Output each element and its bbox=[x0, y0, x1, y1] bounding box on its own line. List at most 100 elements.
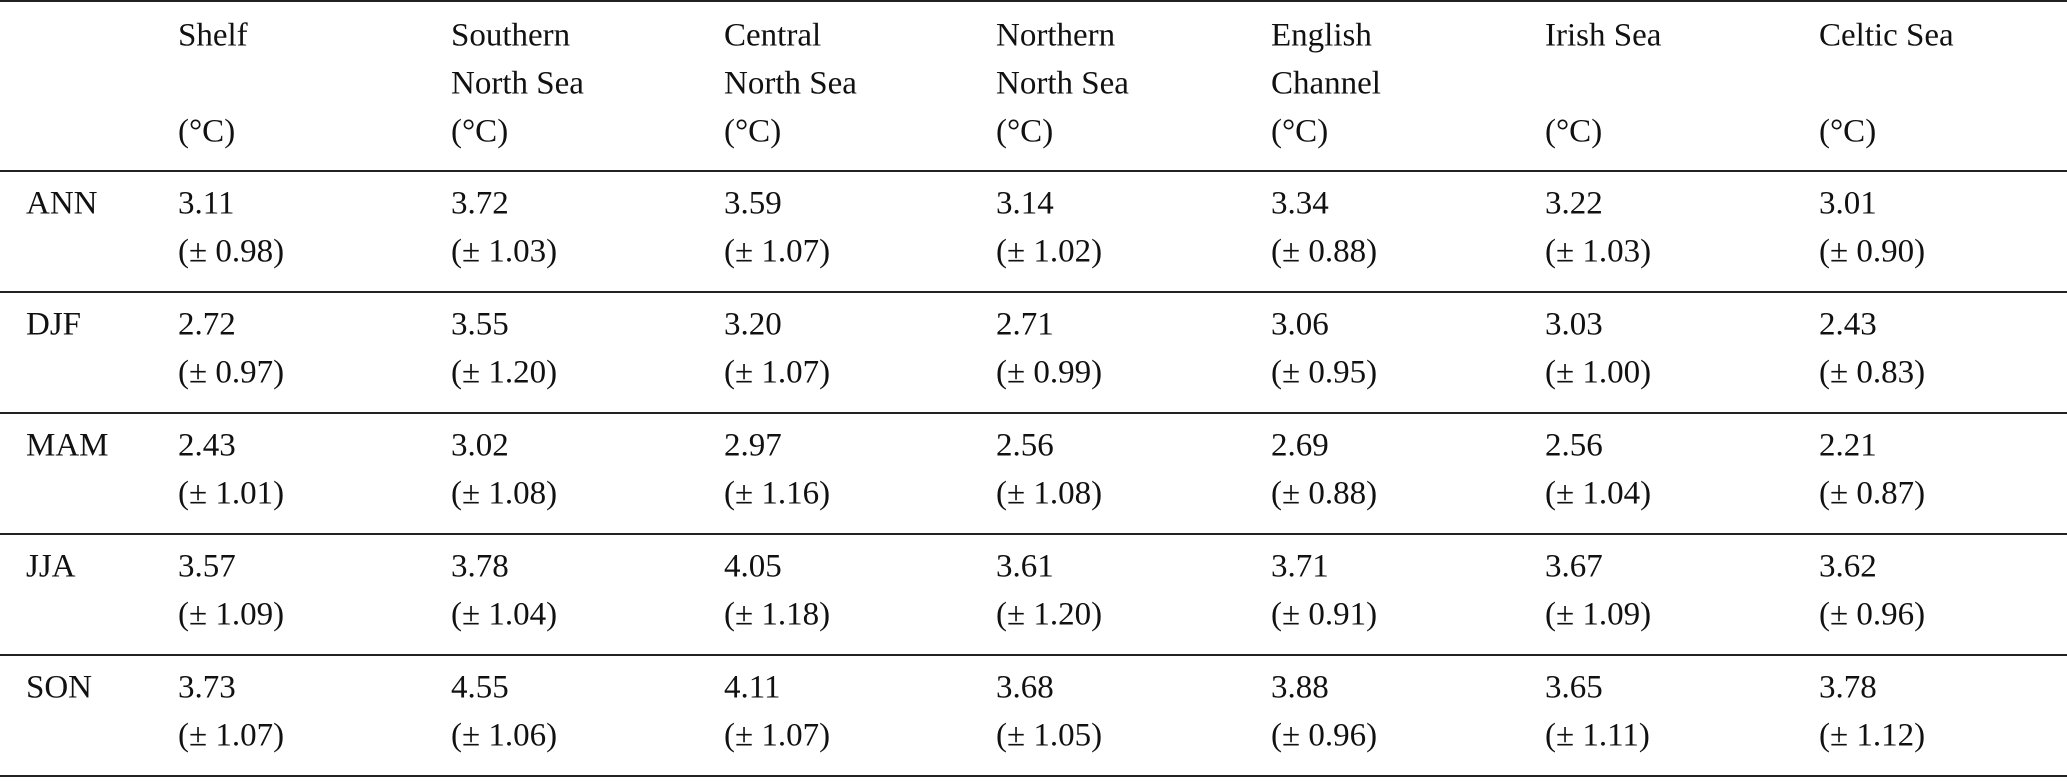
cell-value: 3.78 bbox=[451, 548, 509, 585]
cell-value: 3.22 bbox=[1545, 185, 1603, 222]
column-unit: (°C) bbox=[996, 113, 1054, 150]
cell-value: 3.20 bbox=[724, 306, 782, 343]
cell-error: (± 0.83) bbox=[1819, 354, 1926, 391]
cell-error: (± 1.12) bbox=[1819, 717, 1926, 754]
cell-error: (± 1.20) bbox=[451, 354, 558, 391]
row-label: DJF bbox=[26, 306, 82, 343]
cell-value: 3.88 bbox=[1271, 669, 1329, 706]
cell-error: (± 1.08) bbox=[451, 475, 558, 512]
cell-error: (± 1.05) bbox=[996, 717, 1103, 754]
column-header: Southern bbox=[451, 17, 571, 54]
column-header: English bbox=[1271, 17, 1372, 54]
cell-value: 2.56 bbox=[1545, 427, 1603, 464]
cell-error: (± 1.06) bbox=[451, 717, 558, 754]
cell-error: (± 1.07) bbox=[178, 717, 285, 754]
cell-value: 3.55 bbox=[451, 306, 509, 343]
row-rule bbox=[0, 654, 2067, 656]
cell-value: 2.97 bbox=[724, 427, 782, 464]
bottom-rule bbox=[0, 775, 2067, 777]
cell-error: (± 1.08) bbox=[996, 475, 1103, 512]
cell-value: 3.01 bbox=[1819, 185, 1877, 222]
cell-error: (± 1.01) bbox=[178, 475, 285, 512]
cell-value: 3.68 bbox=[996, 669, 1054, 706]
cell-error: (± 1.18) bbox=[724, 596, 831, 633]
cell-value: 2.21 bbox=[1819, 427, 1877, 464]
cell-error: (± 1.02) bbox=[996, 233, 1103, 270]
cell-value: 4.05 bbox=[724, 548, 782, 585]
cell-value: 3.72 bbox=[451, 185, 509, 222]
cell-error: (± 1.07) bbox=[724, 354, 831, 391]
cell-error: (± 0.96) bbox=[1819, 596, 1926, 633]
column-unit: (°C) bbox=[178, 113, 236, 150]
column-header: Central bbox=[724, 17, 822, 54]
column-unit: (°C) bbox=[451, 113, 509, 150]
row-rule bbox=[0, 412, 2067, 414]
cell-value: 3.14 bbox=[996, 185, 1054, 222]
cell-value: 2.56 bbox=[996, 427, 1054, 464]
column-header: Channel bbox=[1271, 65, 1381, 102]
cell-value: 3.02 bbox=[451, 427, 509, 464]
cell-value: 3.73 bbox=[178, 669, 236, 706]
cell-error: (± 1.07) bbox=[724, 233, 831, 270]
cell-error: (± 0.90) bbox=[1819, 233, 1926, 270]
cell-error: (± 1.00) bbox=[1545, 354, 1652, 391]
cell-error: (± 0.87) bbox=[1819, 475, 1926, 512]
column-header: North Sea bbox=[724, 65, 857, 102]
cell-error: (± 0.98) bbox=[178, 233, 285, 270]
column-header: Irish Sea bbox=[1545, 17, 1662, 54]
cell-value: 3.06 bbox=[1271, 306, 1329, 343]
cell-value: 3.71 bbox=[1271, 548, 1329, 585]
cell-value: 2.43 bbox=[178, 427, 236, 464]
cell-error: (± 1.11) bbox=[1545, 717, 1650, 754]
cell-error: (± 1.04) bbox=[1545, 475, 1652, 512]
cell-value: 3.62 bbox=[1819, 548, 1877, 585]
cell-error: (± 0.88) bbox=[1271, 233, 1378, 270]
cell-value: 2.72 bbox=[178, 306, 236, 343]
cell-value: 3.57 bbox=[178, 548, 236, 585]
cell-value: 3.03 bbox=[1545, 306, 1603, 343]
cell-error: (± 0.96) bbox=[1271, 717, 1378, 754]
top-rule bbox=[0, 0, 2067, 2]
cell-value: 3.11 bbox=[178, 185, 235, 222]
column-unit: (°C) bbox=[1819, 113, 1877, 150]
cell-value: 3.34 bbox=[1271, 185, 1329, 222]
cell-error: (± 1.03) bbox=[1545, 233, 1652, 270]
row-label: SON bbox=[26, 669, 93, 706]
cell-value: 2.71 bbox=[996, 306, 1054, 343]
cell-value: 3.59 bbox=[724, 185, 782, 222]
cell-error: (± 0.99) bbox=[996, 354, 1103, 391]
cell-value: 3.61 bbox=[996, 548, 1054, 585]
cell-value: 4.55 bbox=[451, 669, 509, 706]
column-header: North Sea bbox=[451, 65, 584, 102]
row-label: JJA bbox=[26, 548, 76, 585]
cell-error: (± 0.91) bbox=[1271, 596, 1378, 633]
column-header: Shelf bbox=[178, 17, 248, 54]
cell-error: (± 1.09) bbox=[178, 596, 285, 633]
row-label: MAM bbox=[26, 427, 109, 464]
cell-error: (± 0.95) bbox=[1271, 354, 1378, 391]
row-rule bbox=[0, 291, 2067, 293]
cell-value: 3.65 bbox=[1545, 669, 1603, 706]
cell-error: (± 1.07) bbox=[724, 717, 831, 754]
cell-error: (± 0.97) bbox=[178, 354, 285, 391]
cell-error: (± 1.03) bbox=[451, 233, 558, 270]
row-label: ANN bbox=[26, 185, 98, 222]
cell-value: 3.67 bbox=[1545, 548, 1603, 585]
cell-value: 4.11 bbox=[724, 669, 781, 706]
column-unit: (°C) bbox=[724, 113, 782, 150]
column-unit: (°C) bbox=[1545, 113, 1603, 150]
column-header: Northern bbox=[996, 17, 1116, 54]
header-rule bbox=[0, 170, 2067, 172]
column-header: North Sea bbox=[996, 65, 1129, 102]
cell-value: 3.78 bbox=[1819, 669, 1877, 706]
cell-error: (± 0.88) bbox=[1271, 475, 1378, 512]
cell-error: (± 1.20) bbox=[996, 596, 1103, 633]
column-unit: (°C) bbox=[1271, 113, 1329, 150]
cell-value: 2.43 bbox=[1819, 306, 1877, 343]
column-header: Celtic Sea bbox=[1819, 17, 1954, 54]
cell-error: (± 1.04) bbox=[451, 596, 558, 633]
cell-error: (± 1.16) bbox=[724, 475, 831, 512]
cell-error: (± 1.09) bbox=[1545, 596, 1652, 633]
row-rule bbox=[0, 533, 2067, 535]
